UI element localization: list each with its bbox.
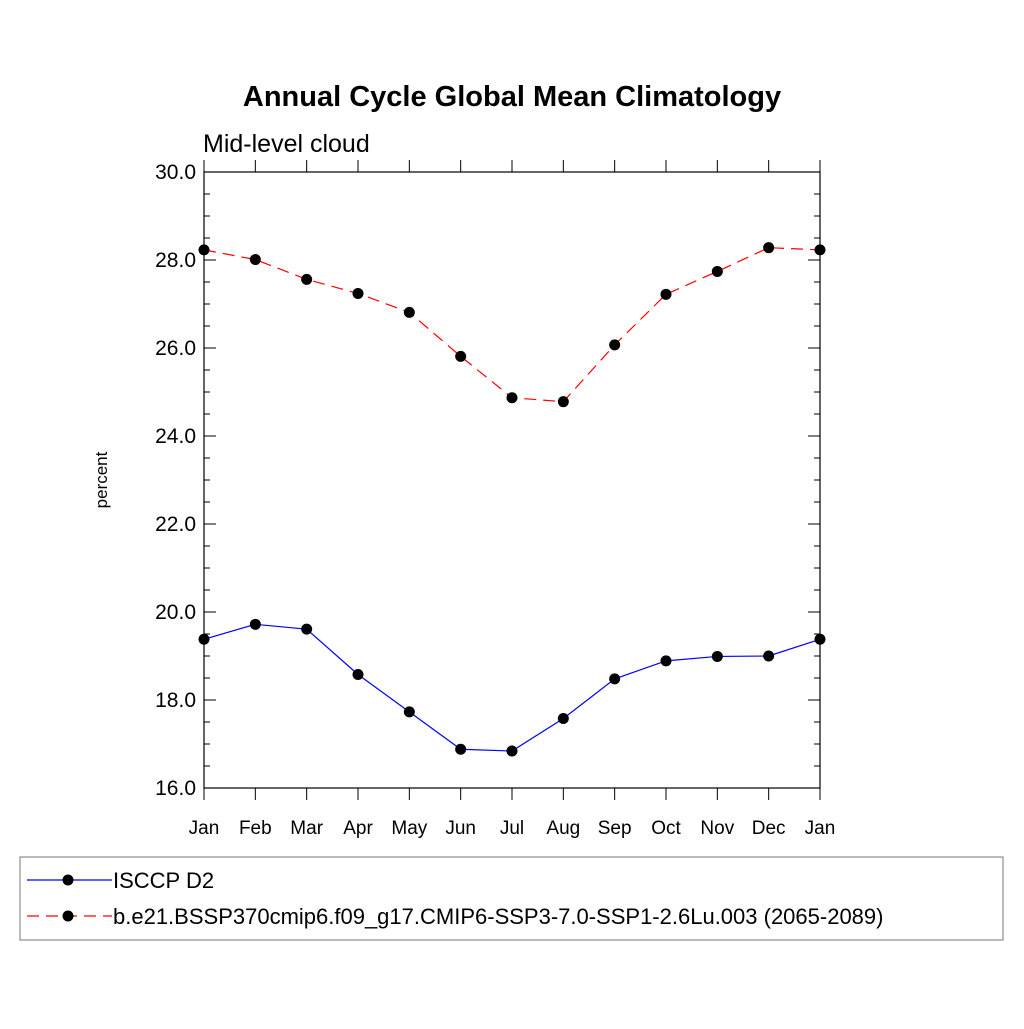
data-point	[557, 396, 569, 408]
legend-box	[19, 856, 1004, 941]
data-point	[198, 633, 210, 645]
x-tick-label: Dec	[752, 818, 786, 839]
x-tick-label: Sep	[598, 818, 632, 839]
x-tick-label: Jan	[189, 818, 220, 839]
x-tick-label: Apr	[343, 818, 373, 839]
series-2	[198, 242, 826, 408]
data-point	[609, 339, 621, 351]
chart-title: Annual Cycle Global Mean Climatology	[243, 81, 781, 113]
data-point	[249, 618, 261, 630]
plot-frame	[203, 171, 821, 789]
legend-label: ISCCP D2	[113, 868, 214, 893]
legend-item-2: b.e21.BSSP370cmip6.f09_g17.CMIP6-SSP3-7.…	[27, 904, 883, 929]
data-point	[249, 254, 261, 266]
y-axis-label: percent	[92, 451, 111, 508]
data-point	[403, 706, 415, 718]
x-tick-label: Feb	[239, 818, 272, 839]
data-point	[711, 650, 723, 662]
y-tick-label: 16.0	[155, 777, 196, 800]
y-tick-label: 30.0	[155, 161, 196, 184]
data-point	[763, 650, 775, 662]
x-tick-label: Jul	[500, 818, 524, 839]
x-tick-label: Jan	[805, 818, 836, 839]
x-tick-label: Aug	[546, 818, 580, 839]
y-tick-label: 22.0	[155, 513, 196, 536]
data-point	[352, 287, 364, 299]
data-point	[814, 244, 826, 256]
data-point	[609, 673, 621, 685]
data-point	[403, 306, 415, 318]
data-point	[506, 745, 518, 757]
data-point	[455, 743, 467, 755]
x-tick-label: May	[391, 818, 427, 839]
chart-subtitle: Mid-level cloud	[203, 130, 370, 158]
legend-label: b.e21.BSSP370cmip6.f09_g17.CMIP6-SSP3-7.…	[113, 904, 883, 929]
data-point	[814, 633, 826, 645]
data-point	[711, 265, 723, 277]
data-point	[660, 655, 672, 667]
x-tick-label: Jun	[445, 818, 476, 839]
legend-marker	[62, 910, 74, 922]
x-tick-label: Nov	[700, 818, 734, 839]
y-tick-label: 20.0	[155, 601, 196, 624]
data-point	[506, 392, 518, 404]
data-point	[352, 668, 364, 680]
data-point	[198, 244, 210, 256]
data-point	[557, 712, 569, 724]
series-line	[203, 623, 821, 752]
series-layer	[198, 242, 826, 757]
y-tick-label: 26.0	[155, 337, 196, 360]
y-tick-label: 18.0	[155, 689, 196, 712]
legend-item-1: ISCCP D2	[27, 868, 214, 893]
legend-marker	[62, 874, 74, 886]
data-point	[660, 288, 672, 300]
x-tick-label: Mar	[290, 818, 323, 839]
y-tick-label: 24.0	[155, 425, 196, 448]
axes: 16.0 18.0 20.0 22.0 24.0 26.0 28.0 30.0 Jan Feb Ma…	[155, 160, 835, 839]
x-tick-label: Oct	[651, 818, 681, 839]
data-point	[455, 350, 467, 362]
data-point	[763, 242, 775, 254]
y-tick-label: 28.0	[155, 249, 196, 272]
series-line	[203, 247, 821, 403]
data-point	[301, 623, 313, 635]
series-1	[198, 618, 826, 757]
legend: ISCCP D2 b.e21.BSSP370cmip6.f09_g17.CMIP6…	[19, 856, 1004, 941]
data-point	[301, 273, 313, 285]
